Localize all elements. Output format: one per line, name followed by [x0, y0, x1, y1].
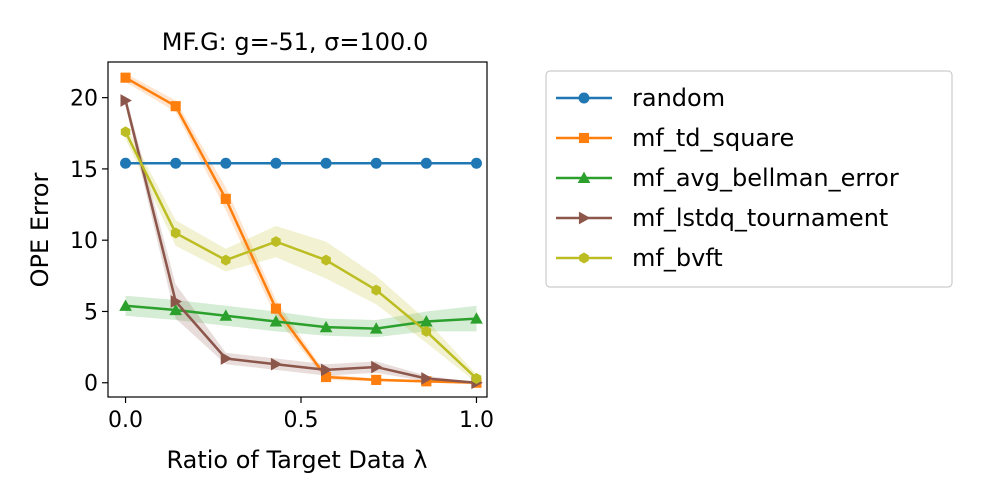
point-mf-bvft	[371, 284, 381, 296]
y-tick-label: 20	[70, 87, 98, 112]
confidence-bands	[125, 73, 477, 383]
point-mf-avg-bellman-error	[119, 299, 132, 311]
point-mf-bvft	[271, 236, 281, 248]
plot-frame	[107, 61, 488, 398]
point-mf-avg-bellman-error	[319, 320, 333, 333]
band-mf-bvft	[125, 124, 477, 383]
legend-marker-mf-bvft	[579, 252, 589, 264]
point-mf-bvft	[120, 126, 131, 138]
point-mf-td-square	[220, 193, 231, 204]
legend-label-random: random	[632, 84, 725, 112]
point-mf-lstdq-tournament	[421, 372, 433, 385]
point-mf-avg-bellman-error	[169, 303, 183, 316]
point-mf-td-square	[170, 101, 181, 112]
x-tick-label: 0.0	[108, 408, 143, 433]
point-mf-bvft	[471, 372, 482, 384]
x-tick-label: 1.0	[459, 408, 494, 433]
chart-title: MF.G: g=-51, σ=100.0	[162, 28, 428, 56]
point-mf-avg-bellman-error	[419, 315, 433, 327]
x-axis-label: Ratio of Target Data λ	[166, 446, 427, 474]
point-random	[170, 157, 182, 169]
legend-label-mf-lstdq-tournament: mf_lstdq_tournament	[632, 204, 888, 232]
legend: random mf_td_square mf_avg_bellman_errormf…	[545, 70, 953, 288]
legend-label-mf-avg-bellman-error: mf_avg_bellman_error	[632, 164, 899, 192]
legend-label-mf-bvft: mf_bvft	[632, 244, 723, 272]
point-random	[420, 157, 432, 169]
y-axis-ticks: 0 5 10 15 20	[70, 87, 108, 397]
y-tick-label: 15	[70, 158, 98, 183]
point-mf-avg-bellman-error	[470, 312, 483, 324]
y-axis-label: OPE Error	[26, 173, 54, 288]
point-mf-lstdq-tournament	[220, 352, 233, 365]
point-mf-lstdq-tournament	[321, 363, 333, 377]
x-tick-label: 0.5	[284, 408, 319, 433]
y-tick-label: 5	[84, 300, 98, 325]
legend-marker-random	[578, 92, 590, 104]
legend-frame	[545, 70, 953, 288]
point-mf-bvft	[221, 254, 231, 266]
legend-label-mf-td-square: mf_td_square	[632, 124, 794, 152]
point-mf-lstdq-tournament	[170, 295, 183, 308]
point-mf-td-square	[321, 371, 332, 383]
point-mf-td-square	[371, 374, 382, 385]
series-markers	[119, 72, 483, 390]
line-mf-td-square	[124, 76, 477, 384]
point-mf-lstdq-tournament	[120, 94, 132, 107]
line-mf-bvft	[124, 131, 478, 380]
point-random	[320, 157, 332, 169]
point-mf-td-square	[120, 72, 131, 83]
point-mf-lstdq-tournament	[270, 357, 283, 371]
point-mf-lstdq-tournament	[371, 360, 383, 374]
point-mf-avg-bellman-error	[269, 315, 283, 327]
point-mf-bvft	[170, 227, 181, 239]
point-mf-bvft	[321, 254, 331, 266]
legend-marker-mf-lstdq-tournament	[578, 211, 591, 225]
y-tick-label: 0	[84, 372, 98, 397]
line-mf-lstdq-tournament	[124, 100, 477, 384]
point-random	[270, 157, 282, 169]
point-random	[470, 157, 482, 169]
y-tick-label: 10	[70, 229, 98, 254]
point-mf-td-square	[270, 303, 282, 314]
legend-marker-mf-avg-bellman-error	[577, 171, 591, 184]
point-random	[220, 157, 232, 169]
point-random	[370, 157, 382, 169]
point-mf-avg-bellman-error	[369, 322, 383, 334]
point-mf-avg-bellman-error	[219, 309, 233, 321]
point-mf-bvft	[421, 325, 432, 337]
series-lines	[124, 76, 478, 384]
point-random	[120, 157, 132, 169]
x-axis-ticks: 0.0 0.5 1.0	[108, 397, 494, 433]
legend-marker-mf-td-square	[578, 132, 590, 144]
